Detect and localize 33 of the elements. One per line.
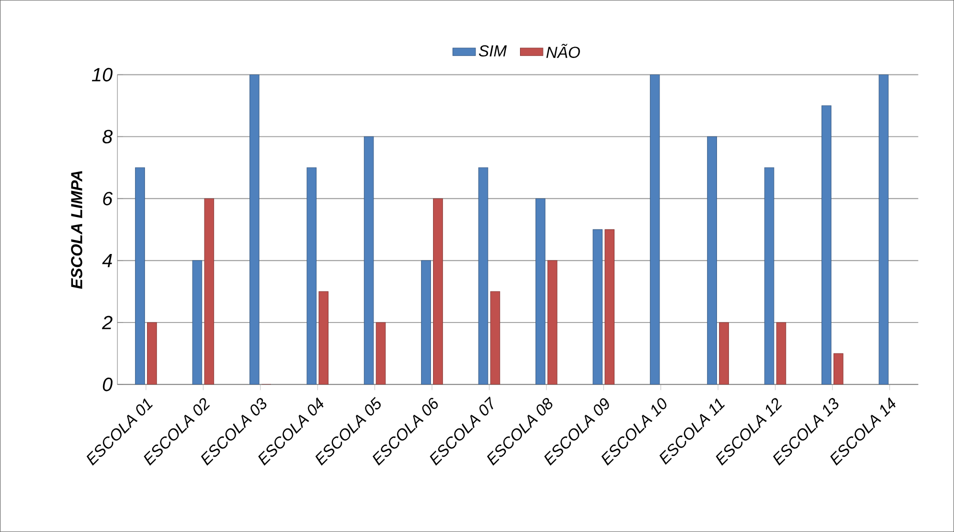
bar: [306, 167, 317, 384]
bar: [204, 198, 214, 384]
y-tick-label: 4: [102, 254, 112, 268]
legend-label: NÃO: [546, 44, 580, 58]
bar: [421, 260, 431, 384]
y-tick-label: 0: [102, 378, 113, 392]
bar: [250, 74, 260, 384]
bar: [764, 167, 774, 384]
bar: [192, 260, 202, 384]
bar: [147, 322, 157, 384]
bar: [719, 322, 729, 384]
bar: [135, 167, 145, 384]
bar: [478, 167, 488, 384]
legend-label: SIM: [478, 45, 507, 57]
bar: [318, 291, 328, 384]
bar: [776, 322, 786, 384]
bar: [604, 229, 614, 384]
bar: [547, 260, 558, 384]
bar: [822, 105, 832, 384]
bar: [536, 198, 546, 384]
y-tick-label: 6: [103, 192, 113, 206]
y-tick-label: 8: [102, 130, 113, 144]
y-tick-label: 2: [102, 316, 112, 330]
bar: [878, 74, 889, 384]
y-axis-title: ESCOLA LIMPA: [71, 171, 82, 289]
bar: [490, 291, 500, 384]
bar: [650, 74, 660, 384]
bar: [433, 198, 443, 384]
bar: [707, 136, 717, 384]
bar: [376, 322, 386, 384]
y-tick-label: 10: [92, 68, 113, 82]
bar: [364, 136, 374, 384]
bar: [592, 229, 603, 384]
